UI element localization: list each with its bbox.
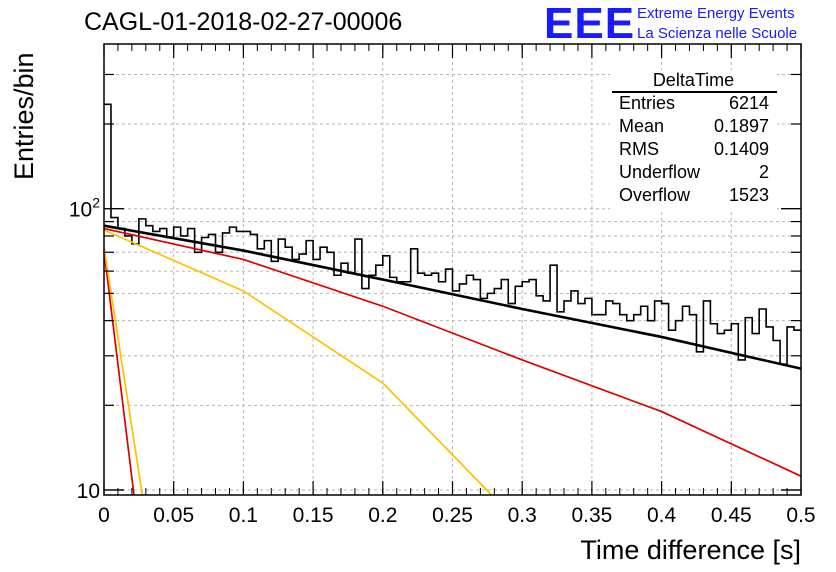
x-tick-label: 0.1 — [229, 504, 258, 527]
x-tick-label: 0 — [98, 504, 110, 527]
x-tick-label: 0.3 — [508, 504, 537, 527]
logo-line-2: La Scienza nelle Scuole — [637, 25, 798, 42]
stats-label: Entries — [619, 93, 676, 113]
stats-value: 0.1409 — [713, 139, 769, 159]
stats-row-entries: Entries 6214 — [619, 93, 769, 115]
stats-value: 1523 — [728, 185, 769, 205]
logo-line-1: Extreme Energy Events — [637, 5, 795, 22]
y-axis-label: Entries/bin — [9, 52, 39, 180]
x-axis-label: Time difference [s] — [580, 535, 801, 565]
stats-box: DeltaTime Entries 6214 Mean 0.1897 RMS 0… — [610, 70, 777, 210]
plot-title: CAGL-01-2018-02-27-00006 — [84, 8, 403, 36]
stats-divider — [612, 91, 777, 93]
histogram — [104, 103, 801, 366]
stats-row-underflow: Underflow 2 — [619, 162, 769, 184]
stats-value: 0.1897 — [713, 116, 769, 136]
stats-label: RMS — [619, 139, 659, 159]
stats-label: Mean — [619, 116, 665, 136]
axis-ticks — [103, 44, 802, 495]
logo: EEE Extreme Energy Events La Scienza nel… — [544, 2, 834, 46]
fit-curve-fast-yellow — [103, 247, 144, 496]
stats-value: 2 — [758, 162, 769, 182]
stats-label: Overflow — [619, 185, 691, 205]
stats-row-overflow: Overflow 1523 — [619, 185, 769, 207]
x-tick-label: 0.25 — [432, 504, 473, 527]
stats-row-mean: Mean 0.1897 — [619, 116, 769, 138]
logo-mark: EEE — [544, 0, 636, 48]
x-tick-label: 0.35 — [571, 504, 612, 527]
fit-curve-total — [103, 224, 802, 370]
fit-curve-fast-red — [103, 250, 135, 496]
x-tick-label: 0.05 — [153, 504, 194, 527]
fit-curves — [103, 224, 802, 496]
y-tick-label: 10 — [77, 480, 100, 503]
y-tick-labels: 10 102 — [69, 195, 100, 503]
y-tick-label: 102 — [69, 195, 100, 222]
x-tick-label: 0.4 — [647, 504, 677, 527]
fit-curve-slow — [103, 227, 802, 477]
x-tick-label: 0.15 — [293, 504, 334, 527]
stats-title: DeltaTime — [652, 70, 735, 90]
stats-row-rms: RMS 0.1409 — [619, 139, 769, 161]
x-tick-label: 0.45 — [711, 504, 752, 527]
histogram-outline — [104, 103, 801, 366]
x-tick-label: 0.2 — [368, 504, 397, 527]
stats-value: 6214 — [728, 93, 769, 113]
stats-label: Underflow — [619, 162, 701, 182]
x-tick-label: 0.5 — [786, 504, 815, 527]
fit-curve-medium — [103, 229, 493, 496]
x-tick-labels: 0 0.05 0.1 0.15 0.2 0.25 0.3 0.35 0.4 0.45 0.5 — [98, 504, 815, 527]
